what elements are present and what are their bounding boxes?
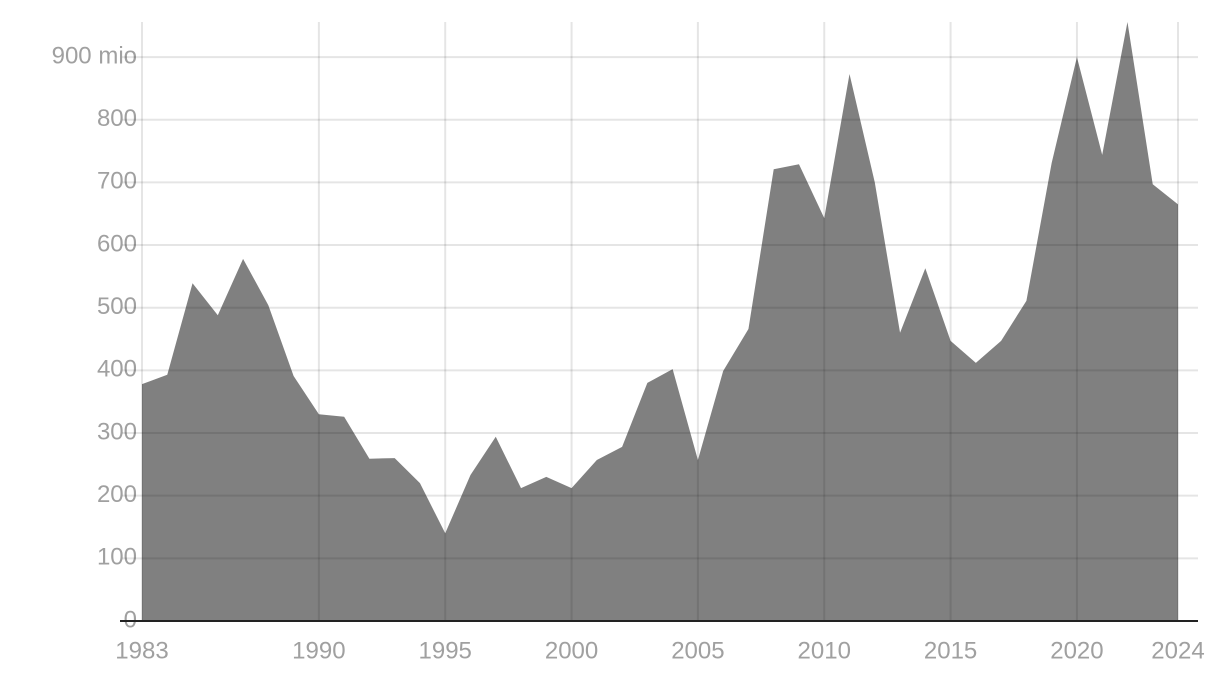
- y-tick-label: 700: [97, 168, 137, 195]
- y-tick-label: 0: [124, 606, 137, 633]
- area: [142, 22, 1178, 621]
- x-tick-label: 2024: [1151, 637, 1204, 664]
- y-tick-label: 500: [97, 293, 137, 320]
- x-tick-label: 2020: [1050, 637, 1103, 664]
- x-tick-label: 1990: [292, 637, 345, 664]
- y-tick-label: 300: [97, 418, 137, 445]
- x-tick-label: 2015: [924, 637, 977, 664]
- y-tick-label: 600: [97, 230, 137, 257]
- x-tick-label: 2010: [798, 637, 851, 664]
- y-tick-label: 100: [97, 544, 137, 571]
- x-tick-label: 2000: [545, 637, 598, 664]
- y-tick-label: 400: [97, 356, 137, 383]
- x-tick-label: 1995: [419, 637, 472, 664]
- x-tick-label: 1983: [115, 637, 168, 664]
- y-tick-label: 900 mio: [52, 42, 137, 69]
- y-tick-label: 200: [97, 481, 137, 508]
- y-tick-label: 800: [97, 105, 137, 132]
- x-tick-label: 2005: [671, 637, 724, 664]
